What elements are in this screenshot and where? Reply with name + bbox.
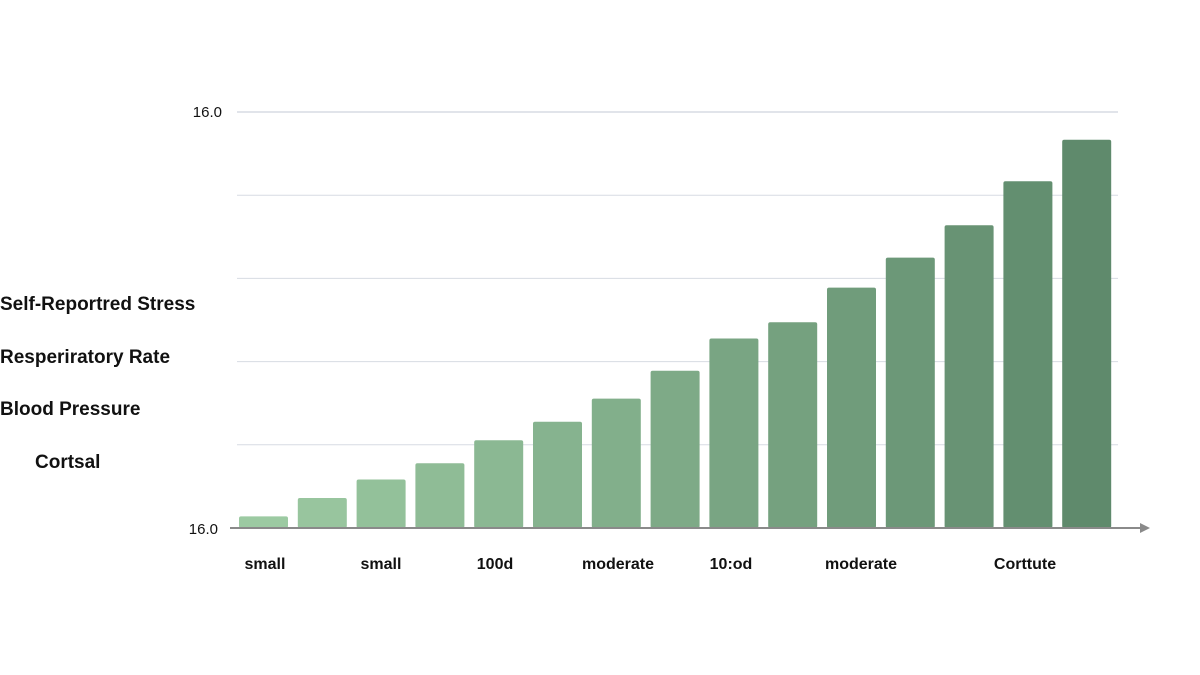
side-label-self-reported-stress: Self-Reportred Stress [0, 294, 196, 315]
x-category-label: moderate [825, 556, 897, 573]
y-tick-label-bottom: 16.0 [189, 521, 218, 538]
bar [239, 516, 288, 528]
bar [709, 338, 759, 528]
bar [1003, 181, 1053, 529]
bar [533, 421, 582, 528]
bar [356, 479, 406, 528]
bar [415, 463, 465, 528]
x-axis-arrow-icon [1140, 523, 1150, 533]
bar [827, 287, 876, 528]
x-category-label: small [245, 556, 286, 573]
bar [944, 225, 994, 528]
x-category-label: small [361, 556, 402, 573]
bar [297, 498, 347, 528]
side-label-cortisol: Cortsal [35, 452, 101, 473]
x-category-label: 100d [477, 556, 513, 573]
bar [768, 322, 818, 528]
y-tick-label-top: 16.0 [193, 104, 222, 121]
bar [650, 370, 700, 528]
bar [1062, 139, 1112, 528]
x-category-label: moderate [582, 556, 654, 573]
x-category-label: Corttute [994, 556, 1056, 573]
x-category-label: 10:od [710, 556, 753, 573]
bars [239, 139, 1112, 529]
bar [474, 440, 524, 528]
bar [591, 398, 641, 528]
bar [885, 257, 935, 528]
side-label-blood-pressure: Blood Pressure [0, 399, 141, 420]
side-label-respiratory-rate: Resperiratory Rate [0, 347, 171, 368]
x-category-labels: small small 100d moderate 10:od moderate Cortt… [245, 556, 1057, 573]
